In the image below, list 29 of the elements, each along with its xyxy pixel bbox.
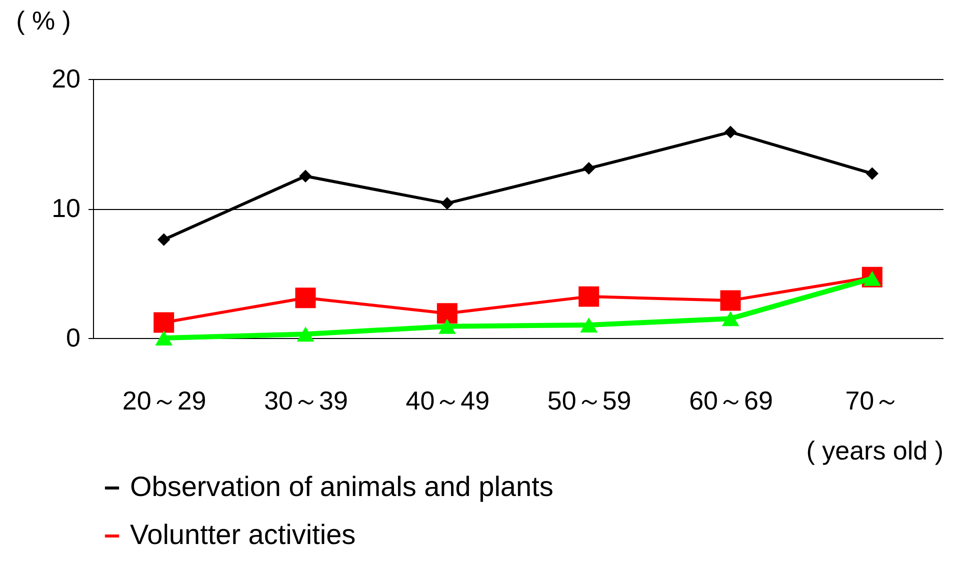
point: [722, 311, 740, 326]
point: [299, 170, 312, 182]
point: [295, 288, 316, 308]
point: [155, 330, 172, 346]
x-tick-label: 60～69: [689, 386, 773, 416]
x-tick-label: 30～39: [264, 386, 348, 416]
x-tick-label: 50～59: [547, 386, 632, 416]
x-axis-title: ( years old ): [806, 436, 944, 466]
x-tick-label: 70～: [845, 386, 900, 416]
y-tick-label: 20: [52, 64, 80, 94]
point: [296, 326, 314, 342]
point: [582, 162, 596, 175]
point: [438, 318, 456, 334]
y-tick-label: 0: [66, 322, 80, 352]
point: [436, 303, 458, 324]
legend-label: Observation of animals and plants: [130, 471, 554, 502]
point: [724, 126, 737, 138]
point: [578, 286, 600, 307]
y-tick-label: 10: [52, 193, 80, 223]
point: [580, 318, 598, 333]
point: [154, 312, 174, 333]
x-tick-label: 20～29: [122, 386, 206, 416]
point: [866, 167, 878, 180]
point: [720, 290, 741, 311]
legend-label: Voluntter activities: [130, 519, 356, 550]
point: [158, 233, 170, 246]
x-tick-label: 40～49: [406, 386, 490, 416]
y-axis-title: ( % ): [16, 6, 71, 36]
point: [440, 196, 454, 210]
